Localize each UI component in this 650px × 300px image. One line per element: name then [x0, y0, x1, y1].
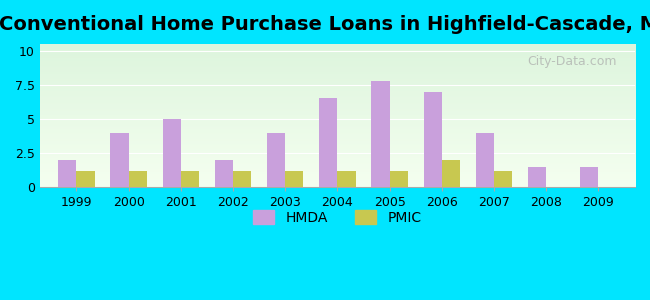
Bar — [233, 171, 252, 187]
Bar — [267, 133, 285, 187]
Bar — [162, 119, 181, 187]
Bar — [389, 171, 408, 187]
Bar — [319, 98, 337, 187]
Bar — [129, 171, 147, 187]
Bar — [528, 167, 546, 187]
Bar — [580, 167, 599, 187]
Bar — [111, 133, 129, 187]
Bar — [424, 92, 442, 187]
Bar — [129, 171, 147, 187]
Bar — [580, 167, 599, 187]
Bar — [214, 160, 233, 187]
Bar — [214, 160, 233, 187]
Bar — [285, 171, 304, 187]
Bar — [389, 171, 408, 187]
Bar — [337, 171, 356, 187]
Bar — [111, 133, 129, 187]
Bar — [476, 133, 494, 187]
Bar — [181, 171, 199, 187]
Text: City-Data.com: City-Data.com — [528, 55, 617, 68]
Bar — [77, 171, 95, 187]
Bar — [285, 171, 304, 187]
Bar — [528, 167, 546, 187]
Bar — [424, 92, 442, 187]
Bar — [162, 119, 181, 187]
Bar — [267, 133, 285, 187]
Title: Conventional Home Purchase Loans in Highfield-Cascade, MD: Conventional Home Purchase Loans in High… — [0, 15, 650, 34]
Bar — [58, 160, 77, 187]
Bar — [181, 171, 199, 187]
Bar — [494, 171, 512, 187]
Bar — [77, 171, 95, 187]
Bar — [233, 171, 252, 187]
Bar — [371, 81, 389, 187]
Bar — [442, 160, 460, 187]
Legend: HMDA, PMIC: HMDA, PMIC — [248, 204, 427, 230]
Bar — [494, 171, 512, 187]
Bar — [319, 98, 337, 187]
Bar — [442, 160, 460, 187]
Bar — [337, 171, 356, 187]
Bar — [58, 160, 77, 187]
Bar — [371, 81, 389, 187]
Bar — [476, 133, 494, 187]
